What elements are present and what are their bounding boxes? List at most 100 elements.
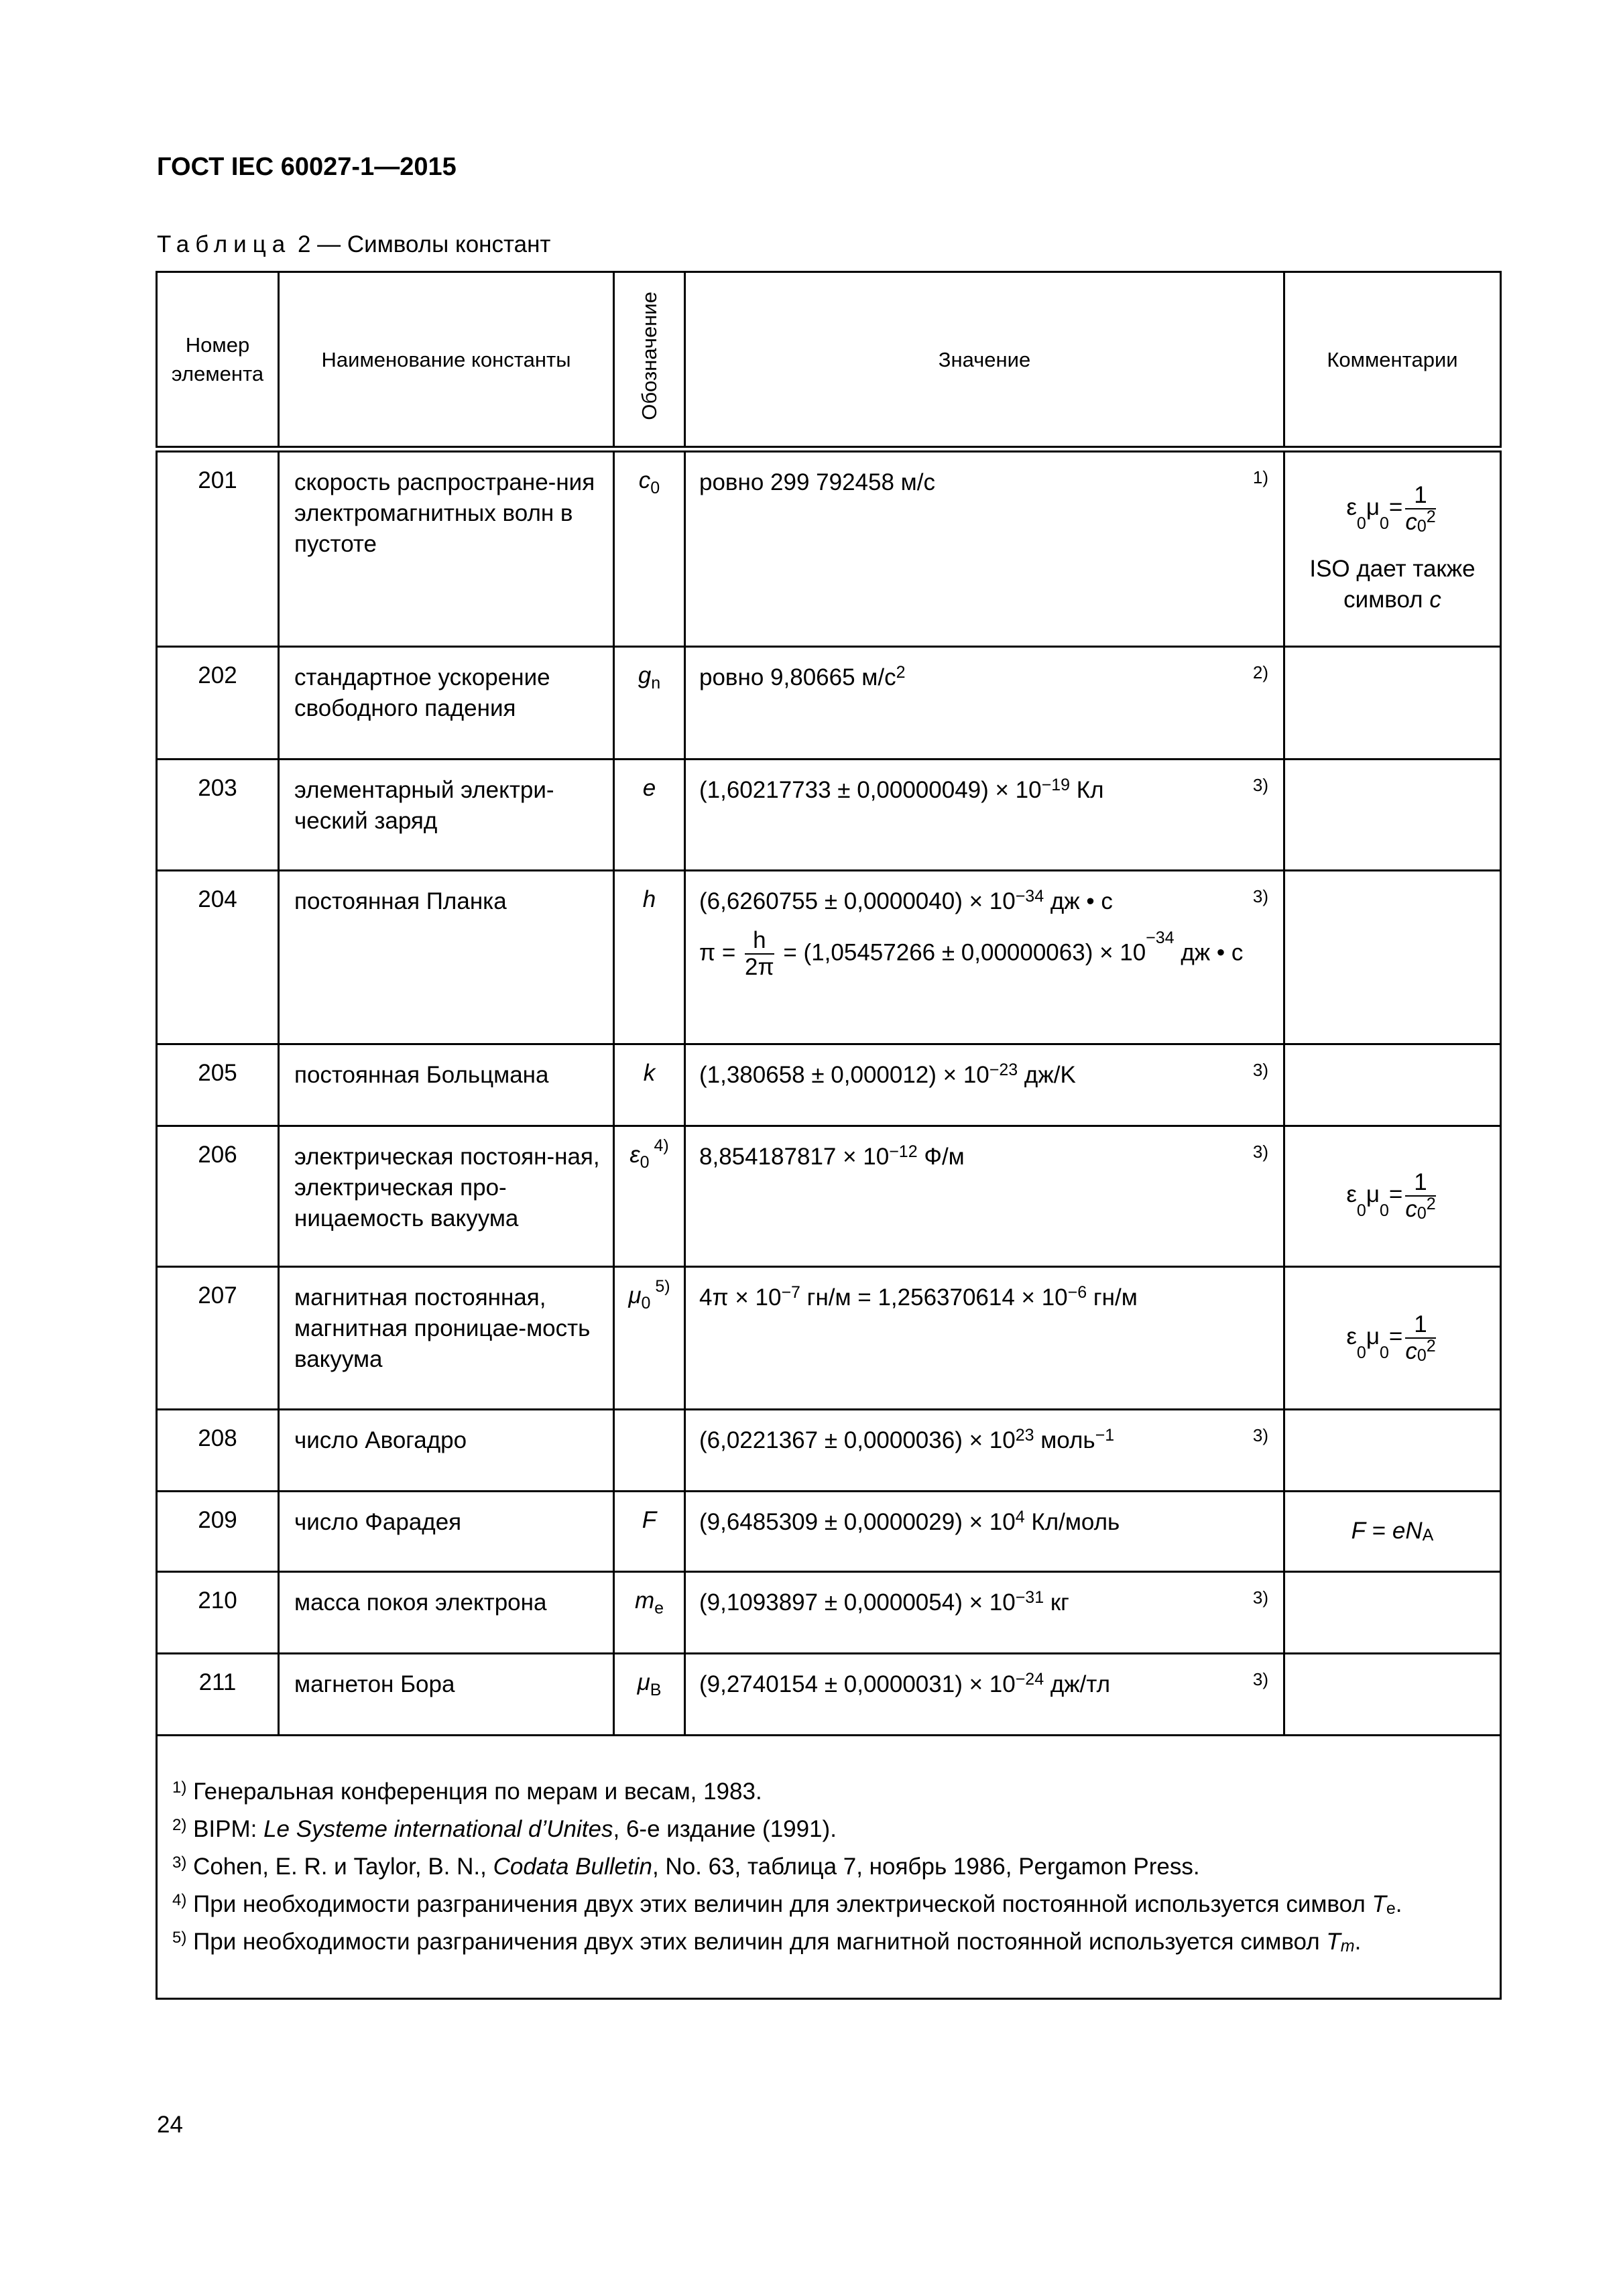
fraction-numerator: h xyxy=(745,927,774,955)
text: (9,2740154 ± 0,0000031) × 10 xyxy=(699,1671,1016,1697)
superscript: −34 xyxy=(1015,886,1044,906)
symbol-letter: μ xyxy=(628,1282,642,1309)
subscript: 0 xyxy=(1356,1343,1366,1362)
superscript: 2 xyxy=(1426,1336,1436,1355)
fraction-numerator: 1 xyxy=(1405,1311,1436,1339)
superscript: −6 xyxy=(1067,1282,1087,1302)
constant-symbol: μB xyxy=(613,1652,686,1736)
text: ISO дает также символ xyxy=(1309,555,1476,613)
formula-lhs: ε0μ0= xyxy=(1346,1181,1402,1220)
value-line: 8,854187817 × 10−12 Ф/м xyxy=(699,1142,1270,1172)
constant-name: число Фарадея xyxy=(278,1490,615,1573)
value-line: ровно 299 792458 м/с xyxy=(699,467,1270,498)
text: моль xyxy=(1034,1427,1095,1453)
constant-value: ровно 9,80665 м/с2 2) xyxy=(684,645,1285,760)
constant-name: магнетон Бора xyxy=(278,1652,615,1736)
subscript: 0 xyxy=(1380,1343,1389,1362)
superscript: −34 xyxy=(1146,928,1175,947)
footnote: 3) Cohen, E. R. и Taylor, B. N., Codata … xyxy=(172,1848,1485,1886)
text: гн/м xyxy=(1087,1284,1138,1311)
table-row: 210 масса покоя электрона me (9,1093897 ± 0… xyxy=(156,1570,1502,1654)
constant-name: число Авогадро xyxy=(278,1408,615,1492)
subscript: 0 xyxy=(1417,516,1427,536)
text: (6,6260755 ± 0,0000040) × 10 xyxy=(699,888,1016,914)
symbol-subscript: 0 xyxy=(640,1152,650,1172)
constant-symbol: F xyxy=(613,1490,686,1573)
value-line: (6,0221367 ± 0,0000036) × 1023 моль−1 xyxy=(699,1425,1270,1456)
symbol-letter: ε xyxy=(629,1141,640,1168)
footnote-ref: 3) xyxy=(1252,1059,1268,1080)
footnote-mark: 4) xyxy=(172,1890,187,1909)
caption-text: — Символы констант xyxy=(317,231,551,257)
footnote-ref: 3) xyxy=(1252,1425,1268,1445)
text: π = xyxy=(699,939,743,965)
italic-text: Le Systeme international d’Unites xyxy=(263,1815,613,1842)
comment-formula: ε0μ0= 1 c02 xyxy=(1346,1311,1438,1365)
text: . xyxy=(1354,1928,1362,1955)
caption-number: 2 xyxy=(297,231,311,257)
text: ровно 299 792458 м/с xyxy=(699,469,935,495)
symbol-subscript: B xyxy=(650,1680,662,1699)
footnote-ref: 3) xyxy=(1252,774,1268,795)
subscript: 0 xyxy=(1356,513,1366,533)
constant-name: элементарный электри-ческий заряд xyxy=(278,758,615,871)
comment xyxy=(1283,758,1502,871)
fraction-numerator: 1 xyxy=(1405,482,1436,509)
symbol: μ xyxy=(1366,494,1380,520)
element-number: 205 xyxy=(156,1042,280,1127)
subscript: m xyxy=(1340,1936,1355,1955)
symbol-letter: e xyxy=(642,774,656,801)
text: Кл/моль xyxy=(1024,1508,1120,1535)
text: дж/K xyxy=(1018,1061,1076,1088)
constant-value: 4π × 10−7 гн/м = 1,256370614 × 10−6 гн/м xyxy=(684,1265,1285,1410)
value-line: (1,380658 ± 0,000012) × 10−23 дж/K xyxy=(699,1060,1270,1091)
element-number: 206 xyxy=(156,1124,280,1268)
constant-name: постоянная Больцмана xyxy=(278,1042,615,1127)
constant-value: (1,60217733 ± 0,00000049) × 10−19 Кл 3) xyxy=(684,758,1285,871)
footnote-ref: 3) xyxy=(1252,1141,1268,1162)
symbol: μ xyxy=(1366,1181,1380,1208)
italic-text: T xyxy=(1326,1928,1341,1955)
text: Кл xyxy=(1070,776,1104,803)
table-row: 208 число Авогадро (6,0221367 ± 0,0000036)… xyxy=(156,1408,1502,1492)
superscript: −1 xyxy=(1095,1425,1115,1445)
symbol-letter: g xyxy=(638,662,652,688)
superscript: −19 xyxy=(1041,775,1071,794)
constant-value: (9,2740154 ± 0,0000031) × 10−24 дж/тл 3) xyxy=(684,1652,1285,1736)
constants-table: Номер элемента Наименование константы Об… xyxy=(156,271,1502,2000)
subscript: 0 xyxy=(1380,513,1389,533)
comment xyxy=(1283,1652,1502,1736)
comment xyxy=(1283,1408,1502,1492)
table-row: 201 скорость распростране-ния электромагн… xyxy=(156,448,1502,648)
subscript: 0 xyxy=(1417,1204,1427,1223)
header-name: Наименование константы xyxy=(278,271,615,452)
text: = xyxy=(1366,1518,1392,1544)
text: дж • с xyxy=(1044,888,1113,914)
comment xyxy=(1283,869,1502,1045)
header-symbol: Обозначение xyxy=(613,271,686,452)
text: При необходимости разграничения двух эти… xyxy=(186,1928,1327,1955)
fraction: 1 c02 xyxy=(1405,1170,1436,1223)
constant-symbol: μ0 5) xyxy=(613,1265,686,1410)
text: ровно 9,80665 м/с xyxy=(699,664,896,690)
comment xyxy=(1283,1042,1502,1127)
text: Генеральная конференция по мерам и весам… xyxy=(186,1778,762,1805)
page-number: 24 xyxy=(157,2112,183,2138)
table-header-row: Номер элемента Наименование константы Об… xyxy=(156,271,1502,452)
equals: = xyxy=(1388,1323,1403,1349)
value-line: π = h 2π = (1,05457266 ± 0,00000063) × 10… xyxy=(699,927,1270,980)
text: кг xyxy=(1044,1589,1069,1616)
table-row: 204 постоянная Планка h (6,6260755 ± 0,0000… xyxy=(156,869,1502,1045)
symbol: c xyxy=(1405,508,1417,535)
value-line: 4π × 10−7 гн/м = 1,256370614 × 10−6 гн/м xyxy=(699,1282,1270,1313)
superscript: −7 xyxy=(781,1282,800,1302)
subscript: 0 xyxy=(1380,1201,1389,1220)
value-line: (1,60217733 ± 0,00000049) × 10−19 Кл xyxy=(699,775,1270,806)
element-number: 207 xyxy=(156,1265,280,1410)
text: (1,60217733 ± 0,00000049) × 10 xyxy=(699,776,1042,803)
element-number: 209 xyxy=(156,1490,280,1573)
fraction-denominator: c02 xyxy=(1405,1195,1435,1223)
fraction-numerator: 1 xyxy=(1405,1170,1436,1197)
symbol-letter: k xyxy=(643,1059,656,1086)
